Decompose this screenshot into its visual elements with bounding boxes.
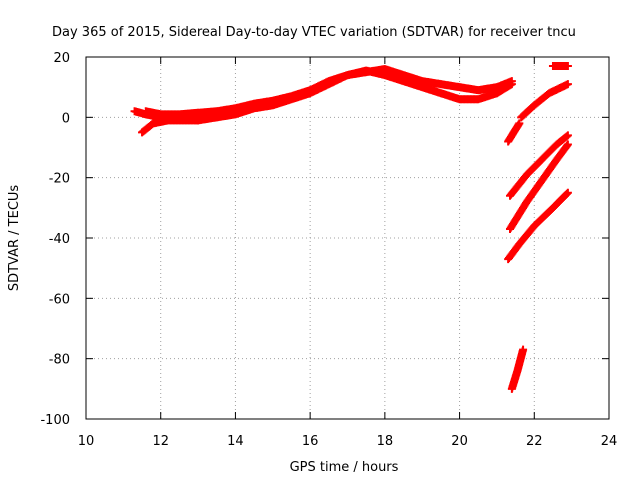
data-point	[515, 119, 524, 128]
data-point	[507, 77, 516, 86]
series-arc-c	[548, 62, 572, 71]
series-arc-f	[504, 188, 572, 264]
chart-title: Day 365 of 2015, Sidereal Day-to-day VTE…	[52, 25, 576, 40]
data-point	[563, 188, 572, 197]
series-arc-lower	[138, 116, 203, 137]
y-tick-label: -100	[40, 413, 70, 428]
data-point	[563, 62, 572, 71]
y-tick-label: -60	[49, 292, 70, 307]
y-tick-label: -80	[49, 353, 70, 368]
series-arc-e	[506, 140, 572, 233]
data-point	[563, 140, 572, 149]
y-tick-label: -20	[49, 172, 70, 187]
series-arc-d	[506, 131, 572, 200]
x-tick-label: 10	[78, 434, 95, 449]
data-point	[194, 116, 203, 125]
series-arc-a	[504, 119, 524, 146]
y-tick-label: 20	[53, 51, 70, 66]
x-tick-label: 22	[526, 434, 543, 449]
x-tick-label: 18	[377, 434, 394, 449]
x-tick-label: 14	[227, 434, 244, 449]
y-tick-labels: 20 0 -20 -40 -60 -80 -100	[40, 51, 70, 428]
axis-ticks	[85, 56, 610, 420]
x-axis-label: GPS time / hours	[290, 460, 399, 475]
data-point	[563, 131, 572, 140]
y-tick-label: 0	[62, 111, 70, 126]
data-points	[130, 62, 572, 393]
data-point	[519, 345, 528, 354]
x-tick-label: 16	[302, 434, 319, 449]
series-arc-g	[507, 345, 528, 393]
x-tick-label: 12	[152, 434, 169, 449]
y-tick-label: -40	[49, 232, 70, 247]
series-arc-upper	[141, 65, 516, 119]
x-tick-label: 20	[451, 434, 468, 449]
x-tick-label: 24	[601, 434, 618, 449]
x-tick-labels: 10 12 14 16 18 20 22 24	[78, 434, 618, 449]
y-axis-label: SDTVAR / TECUs	[7, 185, 22, 292]
data-point	[563, 80, 572, 89]
series-arc-b	[517, 80, 572, 122]
